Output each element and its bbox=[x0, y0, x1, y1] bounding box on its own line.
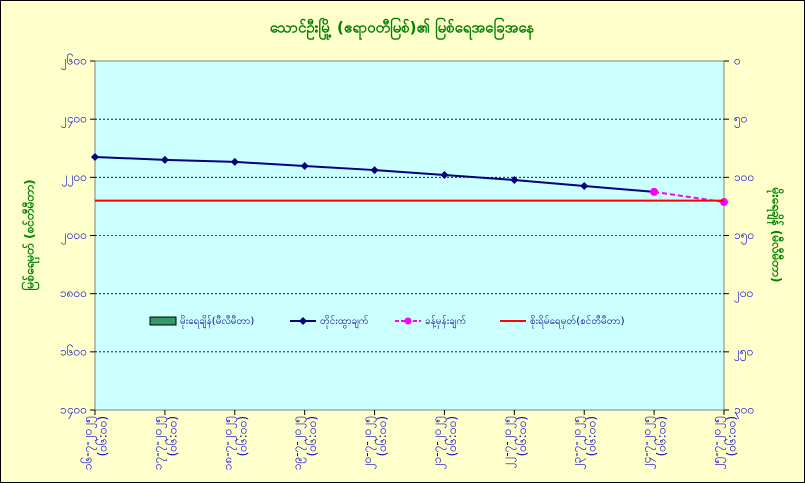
legend-label: မိုးရေချိန်(မီလီမီတာ) bbox=[180, 314, 254, 329]
data-point bbox=[300, 161, 309, 170]
x-tick-label: ၂၅-၇-၂၀၂၅ bbox=[710, 416, 727, 469]
x-tick-label: (၀၆:၀၀) bbox=[724, 416, 739, 456]
y-tick-label: ၂၆၀၀ bbox=[61, 53, 87, 71]
x-tick-label: ၂၄-၇-၂၀၂၅ bbox=[640, 416, 657, 469]
y-axis-title: မြစ်ရေမှတ် (စင်တီမီတာ) bbox=[20, 179, 41, 290]
legend-label: တိုင်းထွာချက် bbox=[320, 314, 369, 329]
y2-tick-label: ၀ bbox=[734, 54, 741, 68]
x-tick-label: ၁၉-၇-၂၀၂၅ bbox=[290, 416, 307, 470]
data-point bbox=[91, 152, 99, 161]
y2-tick-label: ၃၀၀ bbox=[734, 403, 754, 420]
x-tick-label: ၂၃-၇-၂၀၂၅ bbox=[570, 416, 587, 469]
y-tick-label: ၂၀၀၀ bbox=[61, 228, 87, 245]
y2-axis-title: မိုးရေချိန် (မီလီမီတာ) bbox=[766, 187, 786, 283]
y-tick-label: ၁၄၀၀ bbox=[60, 403, 87, 420]
y2-tick-label: ၅၀ bbox=[734, 112, 748, 129]
legend-label: ခန့်မှန်းချက် bbox=[425, 314, 466, 329]
x-tick-label: (၀၆:၀၀) bbox=[234, 416, 249, 456]
y-tick-label: ၁၆၀၀ bbox=[60, 343, 87, 358]
x-tick-label: ၁၆-၇-၂၀၂၅ bbox=[80, 416, 98, 470]
x-tick-label: ၂၂-၇-၂၀၂၅ bbox=[500, 416, 517, 469]
x-tick-label: (၀၆:၀၀) bbox=[95, 416, 110, 456]
legend-marker bbox=[404, 317, 412, 325]
data-point bbox=[230, 157, 239, 166]
x-tick-label: (၀၆:၀၀) bbox=[444, 416, 459, 456]
plot-area bbox=[94, 60, 725, 411]
x-tick-label: ၁၇-၇-၂၀၂၅ bbox=[150, 416, 167, 470]
x-tick-label: (၀၆:၀၀) bbox=[584, 416, 599, 456]
y2-tick-label: ၁၀၀ bbox=[734, 170, 754, 184]
x-tick-label: ၂၀-၇-၂၀၂၅ bbox=[360, 416, 377, 469]
y2-tick-label: ၂၀၀ bbox=[734, 286, 753, 303]
y-tick-label: ၂၂၀၀ bbox=[62, 170, 87, 187]
y-tick-label: ၂၄၀၀ bbox=[61, 112, 87, 129]
legend-swatch bbox=[149, 316, 177, 326]
x-tick-label: ၂၁-၇-၂၀၂၅ bbox=[430, 416, 447, 469]
data-point bbox=[440, 171, 449, 180]
data-point bbox=[510, 175, 519, 184]
data-point bbox=[650, 187, 659, 196]
y-tick-label: ၁၈၀၀ bbox=[60, 286, 87, 300]
data-point bbox=[370, 166, 379, 175]
data-point bbox=[580, 182, 589, 191]
data-point bbox=[160, 155, 169, 164]
x-tick-label: (၀၆:၀၀) bbox=[514, 416, 529, 456]
x-tick-label: (၀၆:၀၀) bbox=[164, 416, 179, 456]
x-tick-label: (၀၆:၀၀) bbox=[304, 416, 319, 456]
y2-tick-label: ၂၅၀ bbox=[734, 344, 753, 361]
data-point bbox=[720, 198, 728, 207]
x-tick-label: (၀၆:၀၀) bbox=[654, 416, 669, 456]
legend-marker bbox=[299, 317, 307, 325]
legend-label: စိုးရိမ်ရေမှတ်(စင်တီမီတာ) bbox=[530, 314, 625, 329]
x-tick-label: (၀၆:၀၀) bbox=[374, 416, 389, 456]
x-tick-label: ၁၈-၇-၂၀၂၅ bbox=[220, 416, 237, 470]
y2-tick-label: ၁၅၀ bbox=[734, 228, 754, 245]
